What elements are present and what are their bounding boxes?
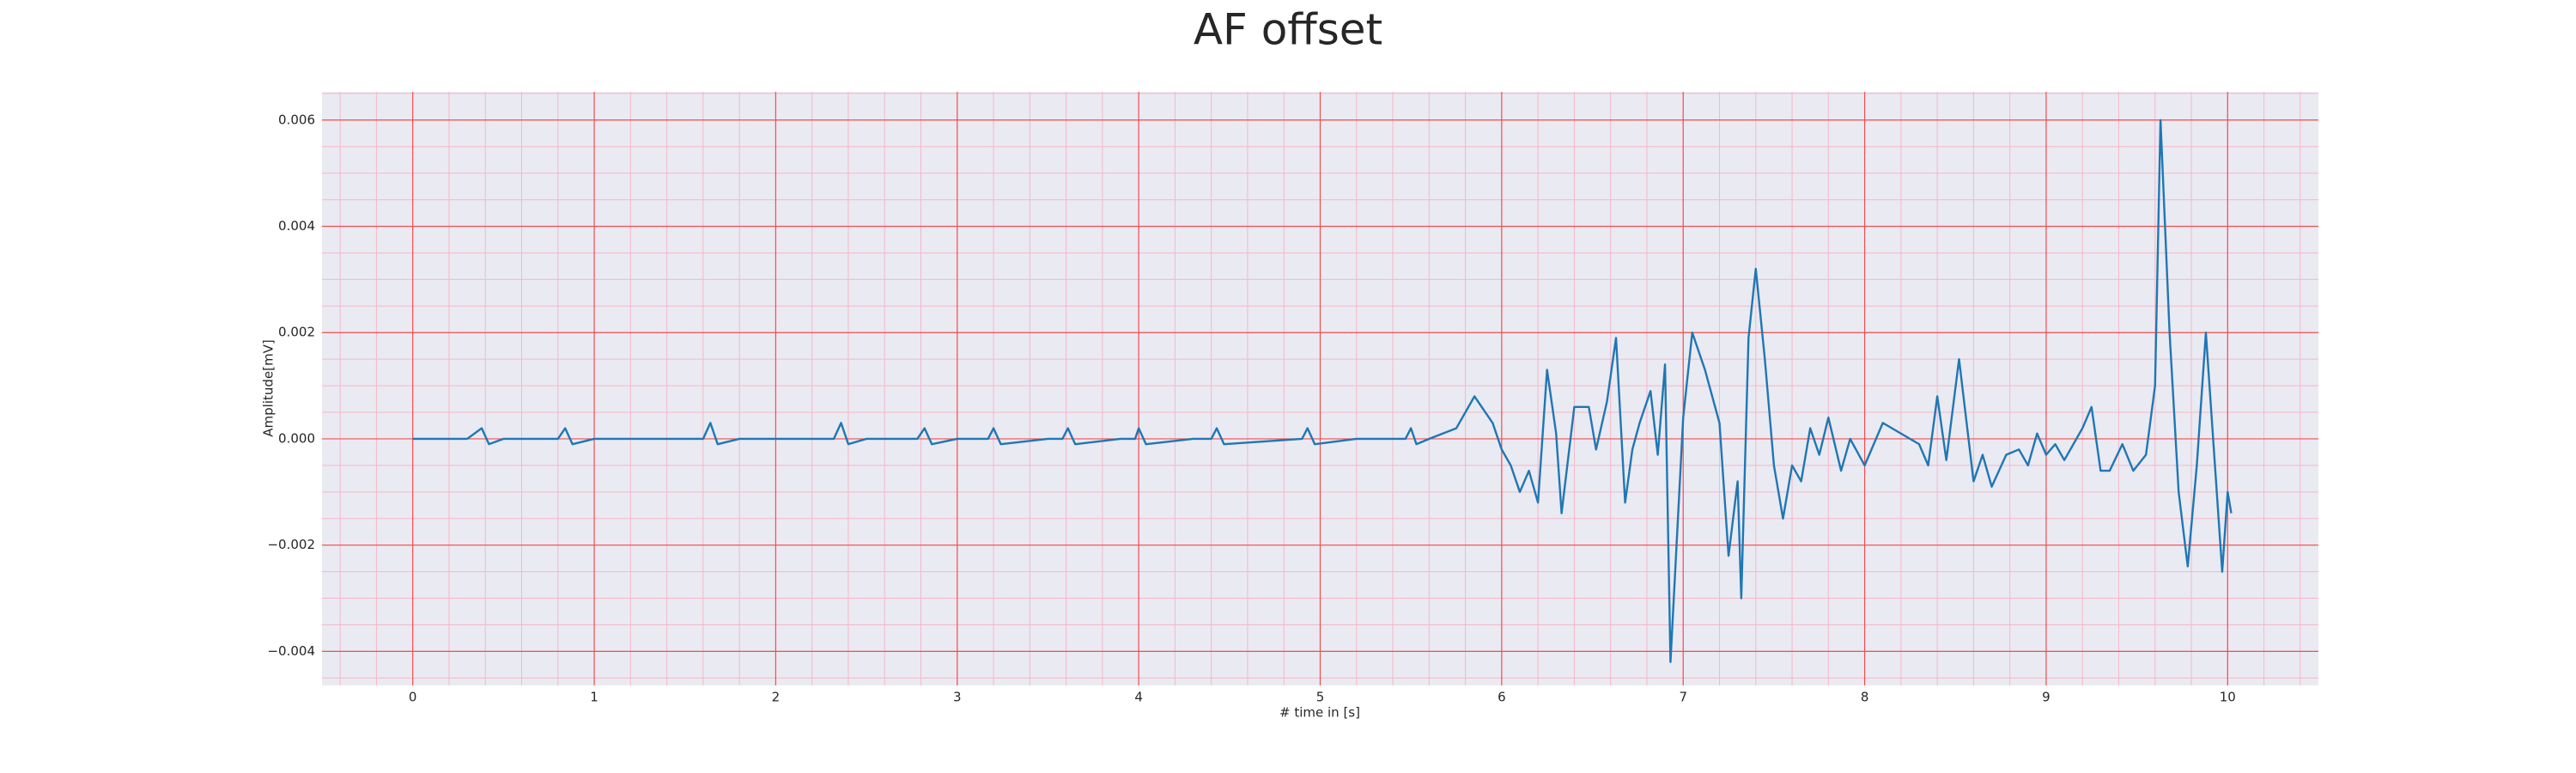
x-tick-label: 1 <box>590 690 598 705</box>
y-tick-label: 0.004 <box>278 218 315 234</box>
x-tick-label: 9 <box>2042 690 2050 705</box>
y-tick-label: 0.006 <box>278 112 315 127</box>
x-tick-label: 6 <box>1498 690 1506 705</box>
data-line <box>412 119 2233 663</box>
x-tick-label: 4 <box>1134 690 1143 705</box>
y-tick-label: 0.000 <box>278 430 315 446</box>
chart-title: AF offset <box>1194 5 1382 55</box>
y-tick-label: −0.004 <box>267 643 315 659</box>
y-axis-label: Amplitude[mV] <box>261 339 276 436</box>
x-tick-label: 3 <box>953 690 962 705</box>
x-tick-label: 2 <box>772 690 781 705</box>
x-tick-label: 7 <box>1679 690 1687 705</box>
x-tick-label: 8 <box>1861 690 1869 705</box>
y-tick-label: 0.002 <box>278 325 315 340</box>
x-tick-label: 10 <box>2220 690 2236 705</box>
x-tick-label: 0 <box>409 690 417 705</box>
x-axis-label: # time in [s] <box>1279 705 1360 721</box>
x-tick-label: 5 <box>1316 690 1325 705</box>
y-tick-label: −0.002 <box>267 537 315 552</box>
